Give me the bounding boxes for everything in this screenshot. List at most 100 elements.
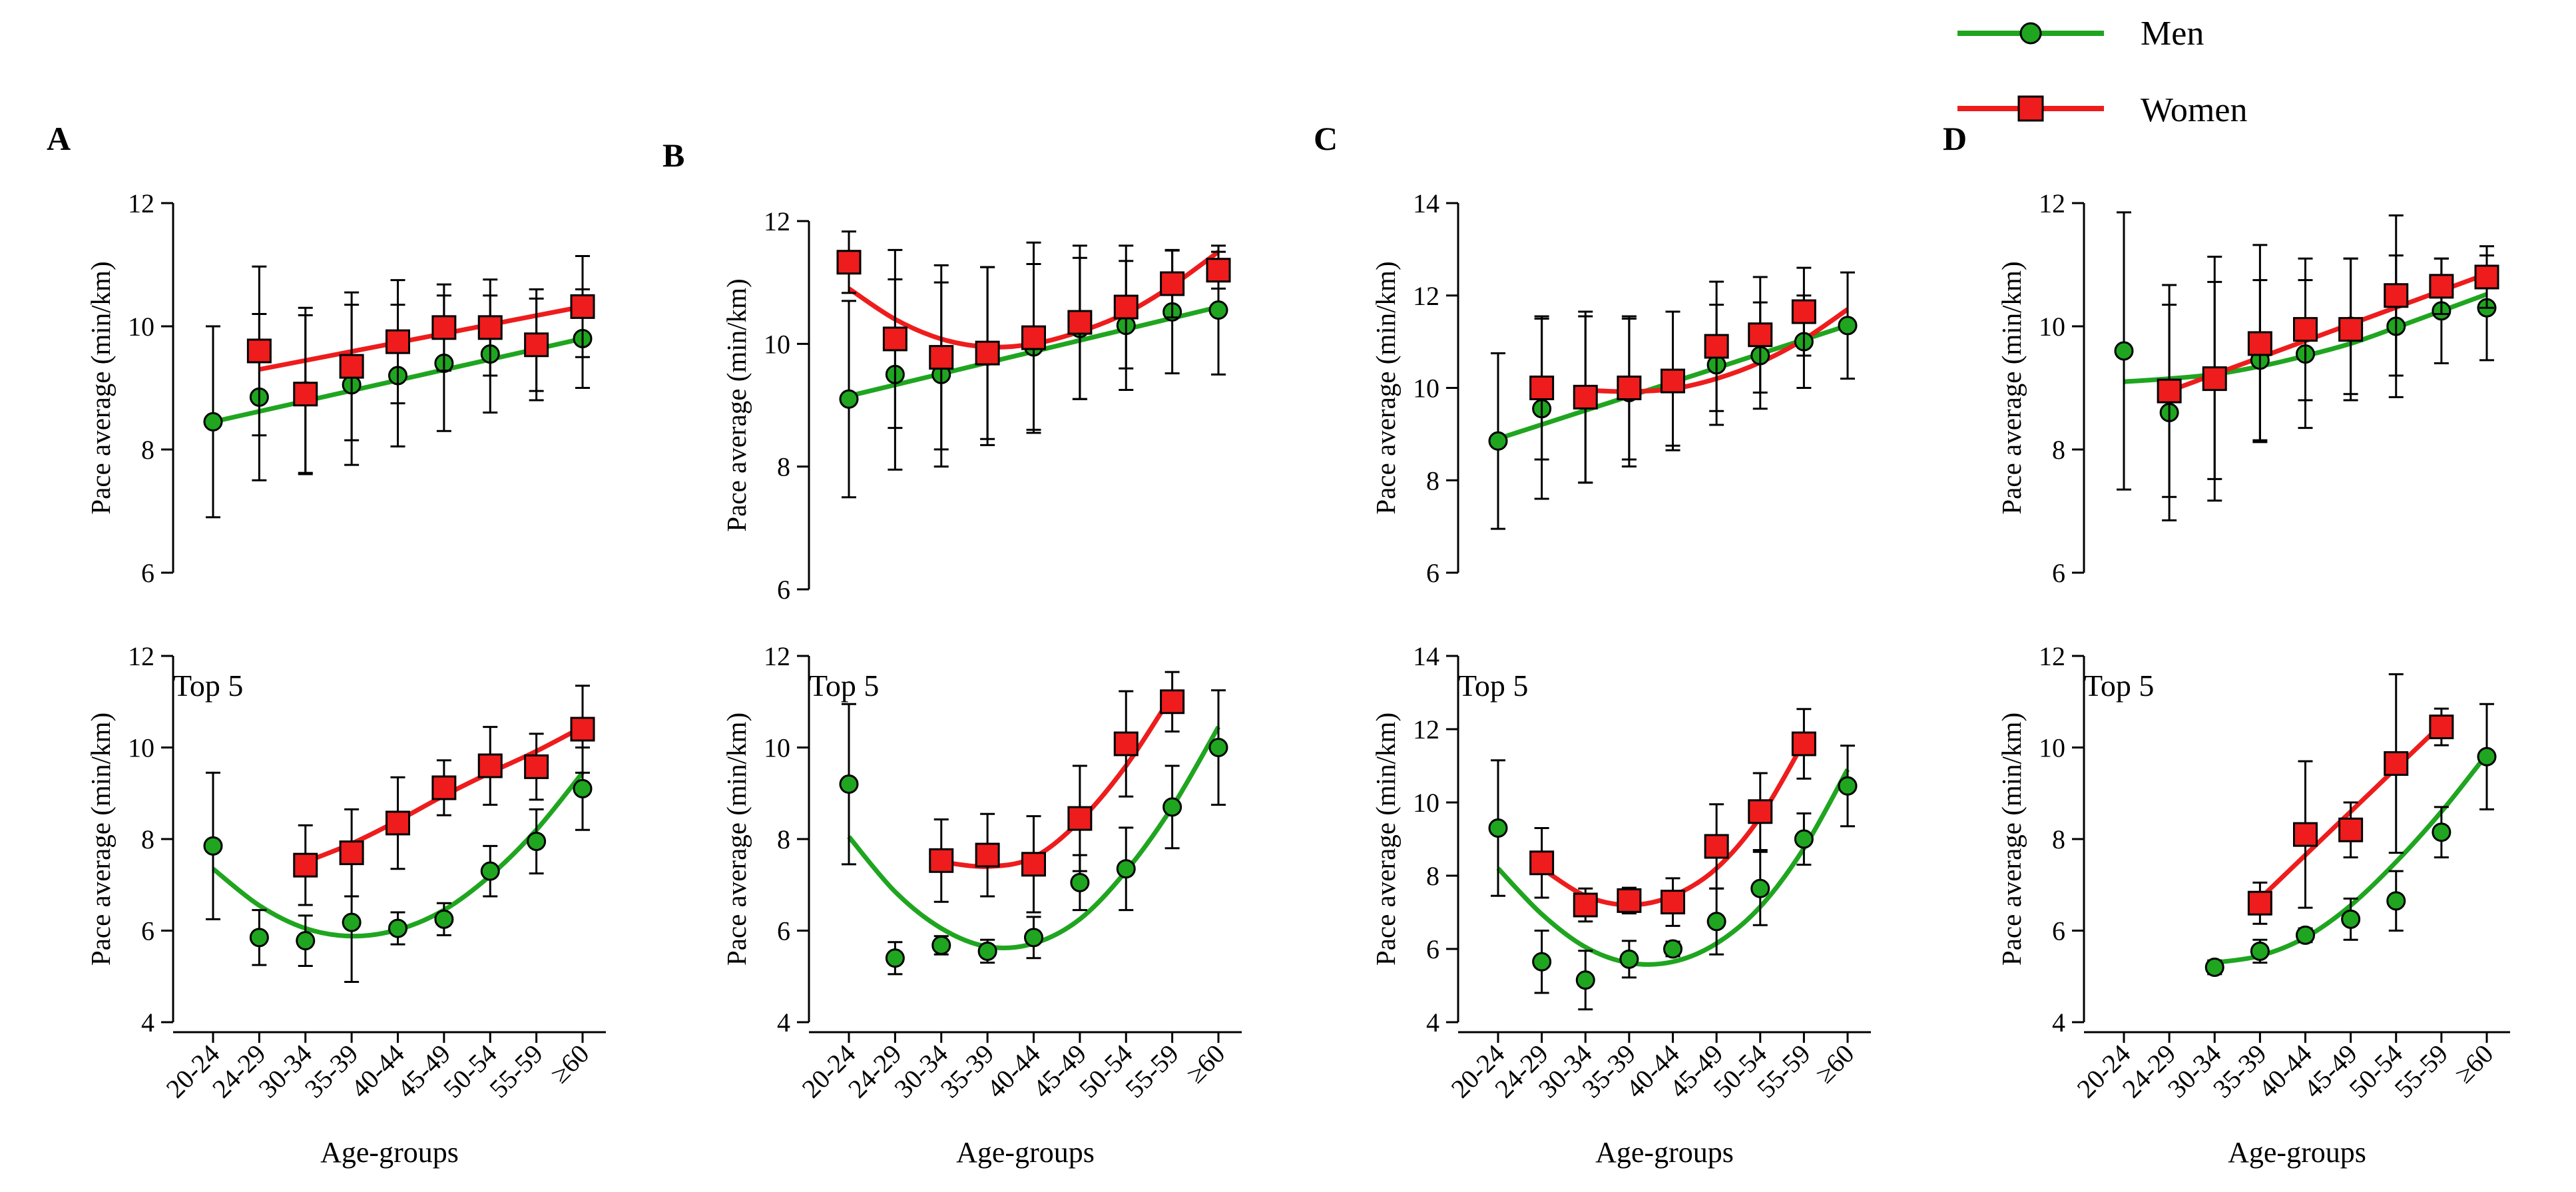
legend-men-label: Men (2141, 15, 2204, 53)
x-tick-label: 30-34 (2162, 1039, 2227, 1104)
y-tick-label: 6 (777, 575, 790, 605)
legend-women-label: Women (2141, 91, 2247, 129)
women-point (1748, 322, 1773, 348)
men-point (1750, 878, 1770, 898)
men-point (1575, 970, 1595, 990)
men-point (434, 909, 454, 929)
x-tick-label: 20-24 (796, 1039, 862, 1104)
y-tick-label: 6 (141, 916, 154, 946)
men-point (1838, 776, 1858, 796)
y-tick-label: 8 (777, 824, 790, 854)
y-tick-label: 6 (1426, 934, 1439, 964)
x-tick-label: 30-34 (252, 1039, 318, 1104)
x-axis-label: Age-groups (1595, 1136, 1734, 1169)
women-point (339, 354, 364, 379)
men-point (1208, 300, 1228, 320)
panel-c-all: 6 8 10 12 14 Pace average (min/km) C (1314, 120, 1858, 588)
x-tick-label: 50-54 (437, 1039, 503, 1104)
women-point (1791, 299, 1816, 324)
women-point (1661, 368, 1685, 394)
women-point (477, 753, 503, 778)
x-tick-label: ≥60 (545, 1039, 595, 1089)
women-point (1113, 731, 1139, 756)
women-point (431, 775, 457, 800)
y-tick-label: 6 (777, 916, 790, 946)
women-point (1704, 834, 1729, 859)
men-point (1838, 316, 1858, 336)
men-point (203, 836, 223, 856)
panels: 6 8 10 12 Pace average (min/km) A 6 8 10 12 Pace a… (47, 120, 2510, 1169)
x-tick-label: 30-34 (888, 1039, 953, 1104)
men-point (1116, 859, 1136, 879)
y-tick-label: 6 (2052, 558, 2065, 588)
men-point (1488, 818, 1508, 838)
x-tick-label: ≥60 (1180, 1039, 1231, 1089)
x-tick-label: 45-49 (391, 1039, 456, 1104)
women-point (524, 754, 549, 779)
women-point (1206, 258, 1231, 283)
men-point (839, 774, 859, 794)
women-point (1617, 376, 1642, 400)
men-point (1488, 431, 1508, 451)
men-point (249, 928, 269, 948)
y-axis-label: Pace average (min/km) (85, 713, 116, 966)
x-axis-label: Age-groups (956, 1136, 1095, 1169)
men-point (2341, 909, 2361, 929)
x-tick-label: 40-44 (345, 1039, 410, 1104)
men-point (1532, 952, 1552, 972)
y-tick-label: 8 (777, 452, 790, 482)
women-point (2474, 264, 2499, 290)
legend: Men Women (1957, 15, 2247, 129)
y-tick-label: 8 (141, 824, 154, 854)
women-point (2384, 283, 2409, 308)
women-point (1791, 731, 1816, 756)
men-point (2477, 746, 2497, 766)
women-point (1021, 325, 1046, 350)
men-point (2386, 891, 2406, 911)
x-tick-label: 35-39 (299, 1039, 364, 1104)
women-point (1704, 334, 1729, 359)
women-point (2429, 715, 2454, 740)
fit-line-men (1496, 768, 1850, 967)
women-point (929, 848, 954, 873)
women-point (477, 315, 503, 340)
fit-line-women (258, 304, 583, 372)
women-point (1021, 852, 1046, 877)
men-point (1024, 928, 1043, 948)
y-tick-label: 10 (128, 733, 154, 763)
men-point (2250, 941, 2270, 961)
y-tick-label: 12 (2039, 188, 2065, 218)
x-tick-label: ≥60 (2449, 1039, 2499, 1089)
women-point (1573, 892, 1598, 918)
x-tick-label: 24-29 (842, 1039, 907, 1104)
women-point (1748, 799, 1773, 824)
men-point (2296, 925, 2315, 945)
x-tick-label: 35-39 (935, 1039, 1000, 1104)
x-tick-label: 20-24 (160, 1039, 226, 1104)
y-tick-label: 6 (141, 558, 154, 588)
women-point (2247, 890, 2272, 916)
y-tick-label: 8 (2052, 824, 2065, 854)
women-point (836, 250, 862, 275)
x-tick-label: 55-59 (2388, 1039, 2453, 1104)
subplot-title: Top 5 (2084, 669, 2154, 703)
y-axis-label: Pace average (min/km) (1370, 261, 1401, 514)
men-point (1794, 829, 1814, 849)
y-tick-label: 14 (1413, 188, 1439, 218)
men-point (2114, 341, 2134, 361)
y-tick-label: 4 (2052, 1008, 2065, 1038)
subplot-title: Top 5 (1458, 669, 1528, 703)
women-point (2384, 751, 2409, 776)
y-tick-label: 4 (1426, 1008, 1439, 1038)
y-axis-label: Pace average (min/km) (721, 278, 752, 531)
legend-women-marker (2017, 95, 2044, 122)
y-tick-label: 12 (1413, 281, 1439, 311)
women-point (2429, 274, 2454, 299)
y-tick-label: 10 (2039, 733, 2065, 763)
women-point (2338, 317, 2364, 342)
y-tick-label: 6 (1426, 558, 1439, 588)
women-point (1573, 384, 1598, 410)
y-tick-label: 10 (2039, 312, 2065, 342)
men-point (1663, 939, 1682, 959)
